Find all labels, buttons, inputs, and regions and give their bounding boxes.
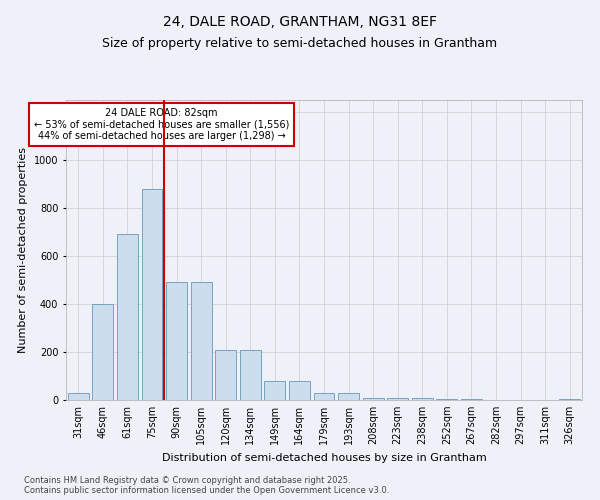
Text: 24, DALE ROAD, GRANTHAM, NG31 8EF: 24, DALE ROAD, GRANTHAM, NG31 8EF: [163, 15, 437, 29]
X-axis label: Distribution of semi-detached houses by size in Grantham: Distribution of semi-detached houses by …: [161, 452, 487, 462]
Bar: [117, 234, 138, 400]
Text: Contains HM Land Registry data © Crown copyright and database right 2025.
Contai: Contains HM Land Registry data © Crown c…: [24, 476, 389, 495]
Bar: [362, 398, 383, 400]
Text: Size of property relative to semi-detached houses in Grantham: Size of property relative to semi-detach…: [103, 38, 497, 51]
Text: 24 DALE ROAD: 82sqm
← 53% of semi-detached houses are smaller (1,556)
44% of sem: 24 DALE ROAD: 82sqm ← 53% of semi-detach…: [34, 108, 289, 140]
Bar: [166, 282, 187, 400]
Bar: [338, 393, 359, 400]
Bar: [240, 350, 261, 400]
Bar: [265, 381, 286, 400]
Bar: [142, 189, 163, 400]
Bar: [289, 381, 310, 400]
Bar: [314, 393, 334, 400]
Y-axis label: Number of semi-detached properties: Number of semi-detached properties: [18, 147, 28, 353]
Bar: [436, 399, 457, 400]
Bar: [412, 398, 433, 400]
Bar: [387, 398, 408, 400]
Bar: [559, 399, 580, 400]
Bar: [68, 394, 89, 400]
Bar: [461, 399, 482, 400]
Bar: [92, 304, 113, 400]
Bar: [215, 350, 236, 400]
Bar: [191, 282, 212, 400]
